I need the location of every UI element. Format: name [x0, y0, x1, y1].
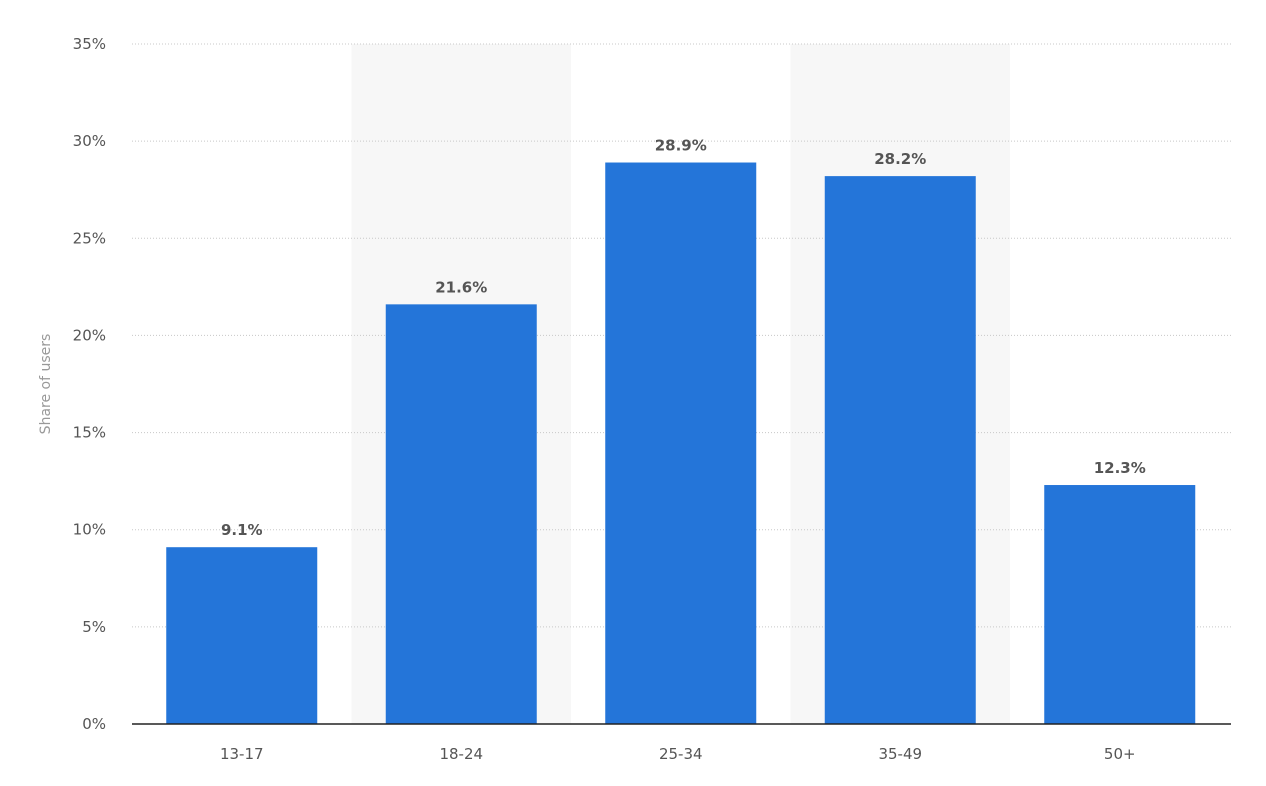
- bar: [1044, 485, 1196, 724]
- data-label: 12.3%: [1094, 459, 1146, 477]
- y-axis-ticks: 0% 5% 10% 15% 20% 25% 30% 35%: [73, 35, 106, 733]
- y-tick-label: 5%: [82, 618, 106, 636]
- y-tick-label: 20%: [73, 326, 106, 344]
- bar: [385, 304, 537, 724]
- y-tick-label: 30%: [73, 132, 106, 150]
- bars: [166, 162, 1196, 725]
- bar: [166, 547, 318, 724]
- x-tick-label: 18-24: [439, 745, 483, 763]
- x-tick-label: 13-17: [220, 745, 264, 763]
- data-label: 21.6%: [435, 278, 487, 296]
- x-tick-label: 25-34: [659, 745, 703, 763]
- data-labels: 9.1% 21.6% 28.9% 28.2% 12.3%: [221, 137, 1146, 540]
- y-tick-label: 15%: [73, 424, 106, 442]
- bar: [824, 176, 976, 725]
- y-tick-label: 10%: [73, 521, 106, 539]
- x-axis-ticks: 13-17 18-24 25-34 35-49 50+: [220, 745, 1136, 763]
- data-label: 28.2%: [874, 150, 926, 168]
- y-tick-label: 35%: [73, 35, 106, 53]
- data-label: 9.1%: [221, 521, 263, 539]
- y-axis-label: Share of users: [38, 334, 54, 435]
- data-label: 28.9%: [655, 137, 707, 155]
- x-tick-label: 35-49: [878, 745, 922, 763]
- y-tick-label: 25%: [73, 229, 106, 247]
- bar: [605, 162, 757, 724]
- y-tick-label: 0%: [82, 715, 106, 733]
- x-tick-label: 50+: [1104, 745, 1136, 763]
